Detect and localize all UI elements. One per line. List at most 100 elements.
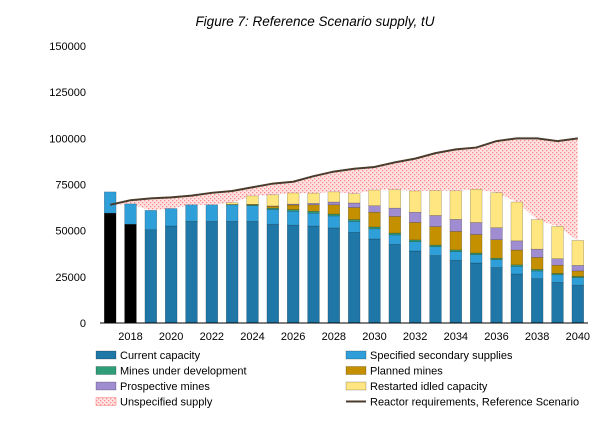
- bar-segment: [287, 204, 300, 210]
- bar-segment: [266, 194, 279, 207]
- bar-segment: [124, 223, 137, 324]
- bar-segment: [368, 238, 381, 324]
- y-tick-label: 150000: [49, 41, 86, 53]
- bar-segment: [429, 226, 442, 246]
- bar-segment: [368, 205, 381, 213]
- bar-segment: [571, 240, 584, 266]
- x-tick-label: 2034: [444, 331, 468, 343]
- bar-segment: [327, 204, 340, 215]
- bar-segment: [307, 192, 320, 204]
- bar-segment: [348, 207, 361, 220]
- y-axis: 0 25000 50000 75000 100000 125000 150000: [49, 41, 86, 330]
- bar-segment: [571, 284, 584, 324]
- bar-segment: [449, 251, 462, 261]
- x-tick-label: 2038: [525, 331, 549, 343]
- x-tick-label: 2032: [403, 331, 427, 343]
- bar-segment: [531, 257, 544, 270]
- bar-segment: [490, 227, 503, 240]
- bar-segment: [388, 232, 401, 236]
- bar-segment: [388, 216, 401, 234]
- bar-segment: [124, 203, 137, 225]
- bar-segment: [571, 277, 584, 286]
- bar-segment: [165, 225, 178, 324]
- bar-segment: [449, 231, 462, 251]
- x-tick-label: 2026: [281, 331, 305, 343]
- bar-segment: [185, 221, 198, 324]
- bar-segment: [531, 278, 544, 324]
- bar-segment: [409, 239, 422, 242]
- bar-segment: [307, 211, 320, 214]
- x-axis: 2018 2020 2022 2024 2026 2028 2030 2032 2034 2036…: [118, 331, 590, 343]
- legend-label: Current capacity: [120, 350, 201, 362]
- bar-segment: [429, 246, 442, 256]
- x-tick-label: 2028: [322, 331, 346, 343]
- bar-segment: [327, 215, 340, 229]
- bar-segment: [348, 221, 361, 233]
- bar-segment: [307, 212, 320, 227]
- unspecified-supply-area: [110, 138, 578, 241]
- bar-segment: [470, 189, 483, 223]
- bar-segment: [327, 213, 340, 217]
- bar-segment: [348, 219, 361, 222]
- bar-segment: [104, 212, 117, 324]
- legend-swatch: [345, 381, 367, 391]
- bar-segment: [510, 249, 523, 266]
- bar-segment: [409, 250, 422, 324]
- legend-swatch: [345, 366, 367, 375]
- bar-segment: [246, 221, 259, 324]
- legend-label: Restarted idled capacity: [370, 381, 488, 393]
- bar-segment: [348, 202, 361, 208]
- bar-segment: [510, 201, 523, 242]
- bar-segment: [551, 282, 564, 324]
- bar-segment: [470, 254, 483, 264]
- bar-segment: [388, 234, 401, 245]
- bar-segment: [104, 191, 117, 214]
- bar-segment: [368, 228, 381, 240]
- y-tick-label: 25000: [55, 272, 86, 284]
- bar-segment: [388, 207, 401, 217]
- bar-segment: [165, 208, 178, 227]
- bar-segment: [551, 264, 564, 274]
- legend-swatch: [95, 397, 117, 406]
- bar-segment: [470, 222, 483, 235]
- bars: [104, 189, 584, 324]
- legend-label: Prospective mines: [120, 381, 210, 393]
- bar-segment: [531, 248, 544, 258]
- bar-segment: [490, 259, 503, 268]
- bar-segment: [531, 219, 544, 250]
- chart-title: Figure 7: Reference Scenario supply, tU: [195, 14, 434, 29]
- legend-label: Planned mines: [370, 366, 443, 378]
- bar-segment: [327, 227, 340, 324]
- bar-segment: [409, 222, 422, 241]
- bar-segment: [470, 234, 483, 254]
- bar-segment: [287, 192, 300, 205]
- bar-segment: [388, 244, 401, 324]
- y-tick-label: 125000: [49, 87, 86, 99]
- x-tick-label: 2036: [484, 331, 508, 343]
- legend: Current capacity Specified secondary supp…: [95, 350, 579, 409]
- bar-segment: [429, 255, 442, 324]
- legend-label: Mines under development: [120, 366, 247, 378]
- legend-swatch: [95, 350, 117, 360]
- bar-segment: [226, 221, 239, 324]
- bar-segment: [144, 229, 157, 324]
- bar-segment: [266, 206, 279, 209]
- bar-segment: [327, 191, 340, 203]
- bar-segment: [429, 215, 442, 227]
- y-tick-label: 75000: [55, 180, 86, 192]
- bar-segment: [348, 193, 361, 204]
- bar-segment: [205, 204, 218, 222]
- bar-segment: [246, 195, 259, 205]
- y-tick-label: 50000: [55, 226, 86, 238]
- bar-segment: [409, 190, 422, 213]
- legend-label: Specified secondary supplies: [370, 350, 513, 362]
- bar-segment: [429, 190, 442, 216]
- x-tick-label: 2020: [159, 331, 183, 343]
- bar-segment: [449, 190, 462, 220]
- bar-segment: [470, 252, 483, 255]
- bar-segment: [287, 224, 300, 324]
- bar-segment: [368, 226, 381, 230]
- bar-segment: [287, 211, 300, 226]
- bar-segment: [185, 204, 198, 222]
